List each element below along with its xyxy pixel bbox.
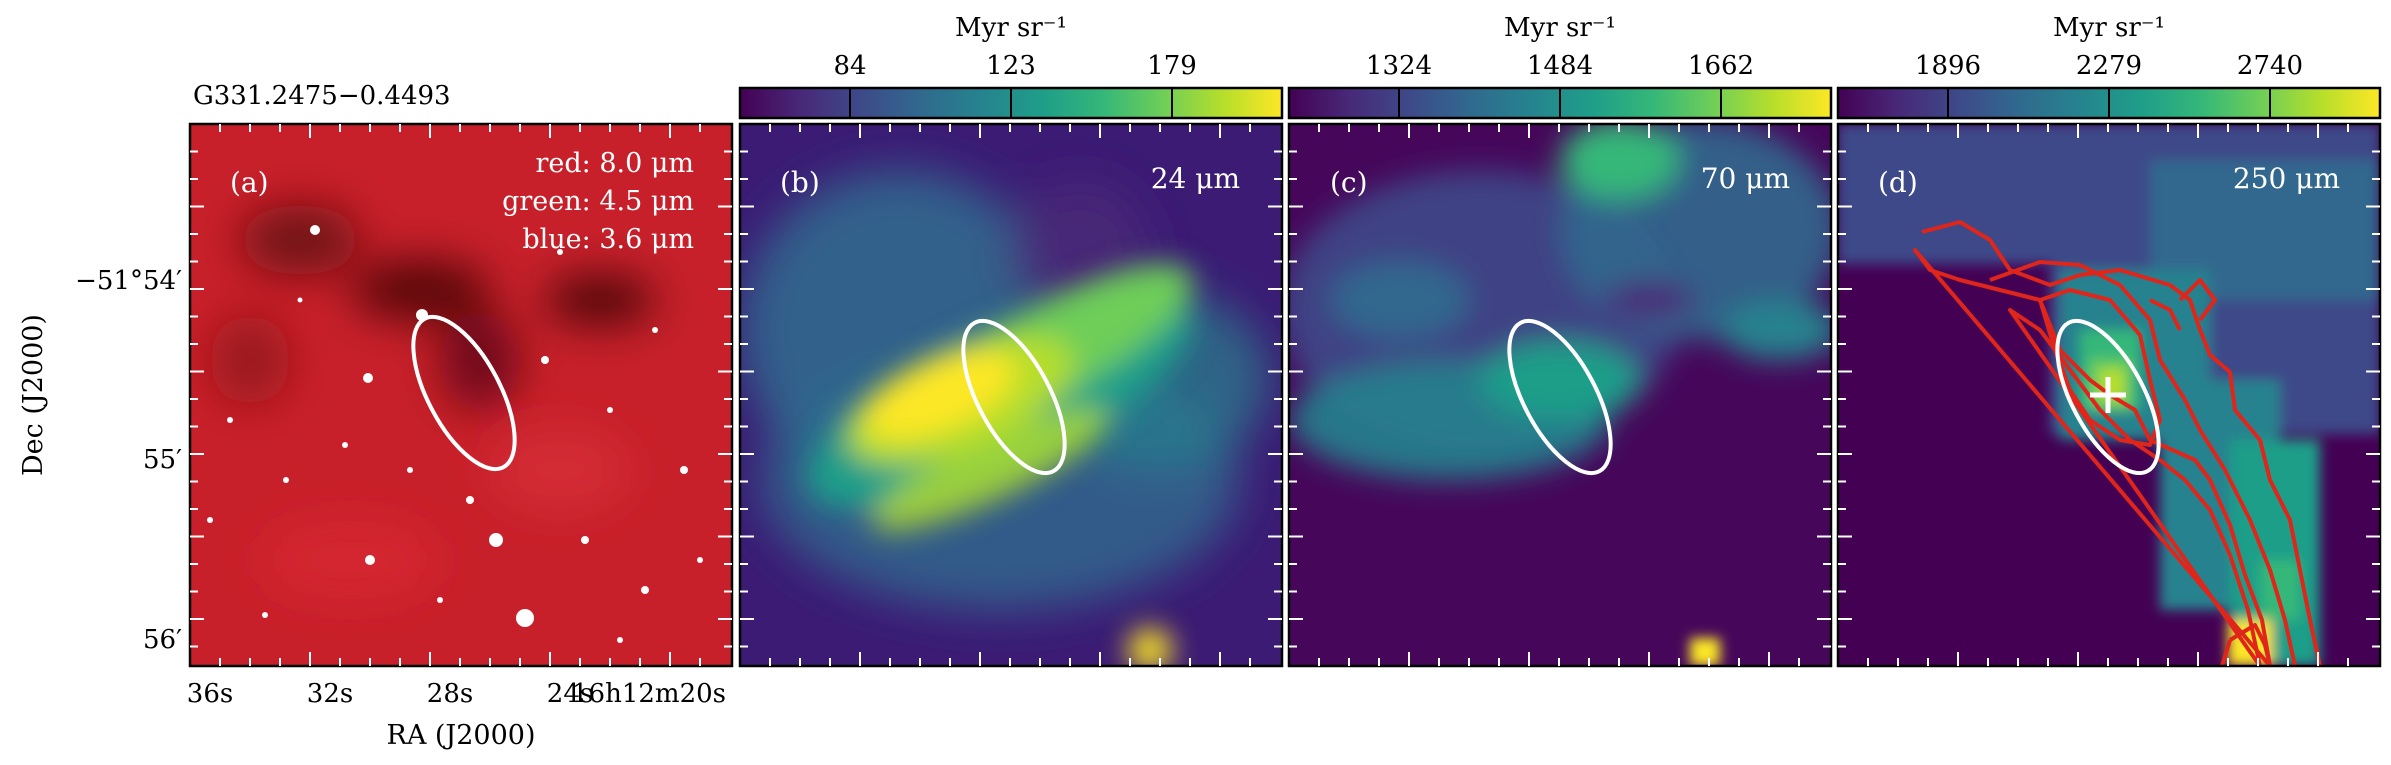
panel-d-tag: (d) <box>1878 166 1918 199</box>
colorbar-d-tick: 2279 <box>2076 51 2142 81</box>
x-tick-label: 32s <box>307 679 353 709</box>
legend-blue: blue: 3.6 μm <box>522 224 694 255</box>
source-ellipse <box>961 318 1067 476</box>
panel-b-band: 24 μm <box>1151 162 1240 195</box>
source-ellipse <box>411 314 517 472</box>
x-tick-label: 24s <box>547 679 593 709</box>
panel-a-tag: (a) <box>230 166 269 199</box>
panel-a <box>190 124 732 666</box>
x-axis-label: RA (J2000) <box>386 720 535 751</box>
colorbar-b-tick: 179 <box>1147 51 1197 81</box>
colorbar-b-tick: 123 <box>986 51 1036 81</box>
axis-ticks <box>190 124 2380 666</box>
colorbar-c-tick: 1662 <box>1688 51 1754 81</box>
source-name: G331.2475−0.4493 <box>193 81 451 111</box>
stars <box>207 225 703 643</box>
x-tick-label: 28s <box>427 679 473 709</box>
colorbar-d: Myr sr⁻¹ 1896 2279 2740 <box>1836 13 2382 120</box>
panel-d <box>1838 124 2380 666</box>
panel-b <box>740 124 1282 666</box>
colorbar-d-unit: Myr sr⁻¹ <box>2053 13 2165 43</box>
y-tick-label: −51°54′ <box>75 266 182 296</box>
x-tick-label: 36s <box>187 679 233 709</box>
colorbar-b-tick: 84 <box>833 51 866 81</box>
dark-filament <box>210 205 655 600</box>
colorbar-c-tick: 1324 <box>1366 51 1432 81</box>
panel-c <box>1289 124 1831 666</box>
colorbar-b-unit: Myr sr⁻¹ <box>955 13 1067 43</box>
legend-green: green: 4.5 μm <box>502 186 694 217</box>
y-axis-label: Dec (J2000) <box>18 314 49 476</box>
y-tick-label: 56′ <box>143 625 182 655</box>
x-tick-label: 16h12m20s <box>572 679 726 709</box>
y-tick-label: 55′ <box>143 445 182 475</box>
colorbar-d-tick: 2740 <box>2237 51 2303 81</box>
colorbar-c-tick: 1484 <box>1527 51 1593 81</box>
source-ellipse <box>2055 318 2161 476</box>
colorbar-d-tick: 1896 <box>1915 51 1981 81</box>
source-ellipse <box>1507 318 1613 476</box>
panel-c-tag: (c) <box>1330 166 1368 199</box>
cross-marker <box>2090 377 2126 413</box>
panel-b-tag: (b) <box>780 166 820 199</box>
legend-red: red: 8.0 μm <box>535 148 694 179</box>
colorbar-c: Myr sr⁻¹ 1324 1484 1662 <box>1287 13 1833 120</box>
colorbar-c-unit: Myr sr⁻¹ <box>1504 13 1616 43</box>
panel-c-band: 70 μm <box>1701 162 1790 195</box>
panel-d-band: 250 μm <box>2233 162 2340 195</box>
colorbar-b: Myr sr⁻¹ 84 123 179 <box>738 13 1284 120</box>
